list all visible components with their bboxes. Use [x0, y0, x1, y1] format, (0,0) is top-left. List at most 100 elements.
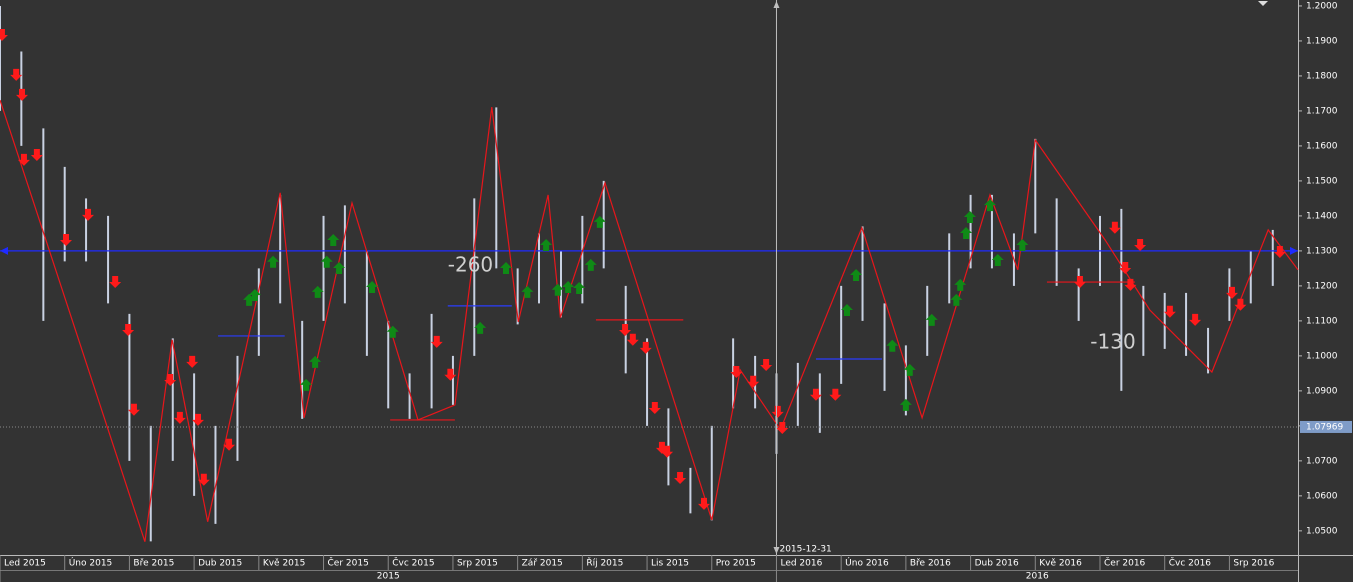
- sell-arrow: [771, 405, 784, 418]
- x-tick-label: Bře 2015: [133, 559, 174, 569]
- sell-arrow: [661, 445, 674, 458]
- x-tick-label: Srp 2015: [457, 559, 498, 569]
- y-tick-label: 1.1700: [1306, 106, 1338, 116]
- x-tick-label: Dub 2016: [975, 559, 1019, 569]
- buy-arrow: [300, 378, 313, 391]
- buy-arrow: [954, 278, 967, 291]
- sell-arrow: [1119, 262, 1132, 275]
- buy-arrow: [886, 339, 899, 352]
- x-tick-label: Čer 2015: [328, 557, 369, 569]
- sell-arrow: [1124, 278, 1137, 291]
- sell-arrow: [192, 413, 204, 426]
- buy-arrow: [984, 199, 996, 212]
- x-tick-label: Kvě 2015: [263, 559, 306, 569]
- y-tick-label: 1.0600: [1306, 491, 1338, 501]
- buy-arrow: [551, 283, 564, 296]
- buy-arrow: [584, 258, 597, 271]
- x-tick-label: Čer 2016: [1104, 557, 1146, 569]
- x-tick-label: Led 2015: [4, 559, 46, 569]
- y-tick-label: 1.0500: [1306, 526, 1338, 536]
- sell-arrow: [223, 438, 236, 451]
- sell-arrow: [1134, 238, 1147, 251]
- x-tick-label: Lis 2015: [651, 559, 689, 569]
- sell-arrow: [1163, 305, 1176, 318]
- sell-arrow: [109, 276, 122, 289]
- sell-arrow: [730, 365, 743, 378]
- sell-arrow: [16, 88, 28, 101]
- x-tick-label: Úno 2016: [845, 557, 889, 569]
- sell-arrow: [444, 368, 457, 381]
- buy-arrow: [950, 293, 963, 306]
- sell-arrow: [186, 355, 199, 368]
- y-tick-label: 1.1100: [1306, 316, 1338, 326]
- sell-arrow: [10, 68, 23, 81]
- buy-arrow: [562, 280, 575, 293]
- sell-arrow: [1108, 221, 1121, 234]
- y-tick-label: 1.1500: [1306, 176, 1338, 186]
- sell-arrow: [1226, 286, 1238, 299]
- sell-arrow: [30, 149, 43, 162]
- sell-arrow: [648, 402, 661, 415]
- sell-arrow: [760, 358, 773, 371]
- buy-arrow: [386, 325, 399, 338]
- buy-arrow: [333, 262, 346, 275]
- x-tick-label: Led 2016: [780, 559, 822, 569]
- y-tick-label: 1.1200: [1306, 281, 1338, 291]
- x-tick-label: Čvc 2016: [1169, 557, 1212, 569]
- buy-arrow: [311, 285, 324, 298]
- x-tick-label: Pro 2015: [716, 559, 756, 569]
- buy-arrow: [267, 255, 280, 268]
- sell-arrow: [829, 388, 842, 401]
- sell-arrow: [1234, 298, 1247, 311]
- buy-arrow: [521, 285, 534, 298]
- y-tick-label: 1.1800: [1306, 71, 1338, 81]
- sell-arrow: [698, 497, 710, 510]
- y-tick-label: 1.2000: [1306, 1, 1338, 11]
- x-tick-label: Bře 2016: [910, 559, 951, 569]
- sell-arrow: [60, 234, 72, 247]
- hline-arrow-left: [0, 246, 8, 255]
- sell-arrow: [82, 208, 94, 221]
- annotation: -260: [448, 252, 493, 276]
- year-label: 2016: [1026, 572, 1049, 582]
- buy-arrow: [309, 355, 322, 368]
- sell-arrow: [747, 375, 760, 388]
- buy-arrow: [327, 234, 340, 247]
- x-tick-label: Říj 2015: [586, 558, 623, 569]
- current-price-box: [1300, 420, 1352, 433]
- buy-arrow: [248, 288, 261, 301]
- sell-arrow: [809, 388, 822, 401]
- sell-arrow: [430, 335, 443, 348]
- x-tick-label: Srp 2016: [1233, 559, 1274, 569]
- buy-arrow: [320, 255, 333, 268]
- cursor-arrow-bottom: [773, 547, 780, 554]
- buy-arrow: [991, 254, 1004, 267]
- buy-arrow: [925, 313, 938, 326]
- y-tick-label: 1.1600: [1306, 141, 1338, 151]
- scroll-marker: [1258, 1, 1268, 6]
- zigzag-line: [0, 99, 1299, 542]
- cursor-arrow-top: [773, 1, 780, 8]
- y-tick-label: 1.1400: [1306, 211, 1338, 221]
- buy-arrow: [1016, 238, 1029, 251]
- y-tick-label: 1.0700: [1306, 456, 1338, 466]
- sell-arrow: [674, 472, 687, 485]
- sell-arrow: [122, 323, 135, 336]
- sell-arrow: [1189, 313, 1202, 326]
- buy-arrow: [500, 262, 512, 275]
- x-tick-label: Úno 2015: [69, 557, 113, 569]
- buy-arrow: [960, 227, 973, 240]
- x-tick-label: Zář 2015: [522, 559, 563, 569]
- sell-arrow: [639, 341, 652, 354]
- y-tick-label: 1.1900: [1306, 36, 1338, 46]
- x-tick-label: Kvě 2016: [1039, 559, 1082, 569]
- sell-arrow: [127, 403, 140, 416]
- y-tick-label: 1.1300: [1306, 246, 1338, 256]
- buy-arrow: [850, 269, 863, 282]
- buy-arrow: [593, 215, 606, 228]
- year-label: 2015: [377, 572, 400, 582]
- sell-arrow: [197, 473, 210, 486]
